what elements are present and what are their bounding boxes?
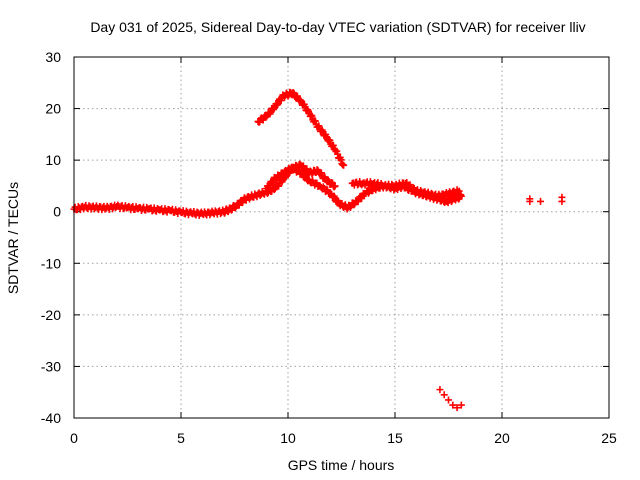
series-3: [263, 160, 339, 193]
series-1: [70, 163, 465, 219]
data-points: [70, 88, 566, 412]
data-point: [453, 404, 461, 412]
data-point: [457, 401, 465, 409]
data-point: [274, 100, 282, 108]
data-point: [277, 96, 285, 104]
y-tick-label: -10: [41, 255, 61, 271]
y-tick-label: 0: [53, 204, 61, 220]
data-point: [331, 182, 339, 190]
series-6: [526, 193, 566, 205]
x-tick-label: 15: [387, 430, 403, 446]
data-point: [307, 111, 315, 119]
data-point: [436, 386, 444, 394]
series-5: [436, 386, 465, 412]
data-point: [329, 141, 337, 149]
y-tick-label: -20: [41, 307, 61, 323]
data-point: [326, 137, 334, 145]
x-tick-label: 25: [601, 430, 617, 446]
data-point: [440, 391, 448, 399]
data-point: [265, 183, 273, 191]
y-tick-label: 30: [45, 49, 61, 65]
y-axis-label: SDTVAR / TECUs: [5, 182, 21, 294]
data-point: [526, 197, 534, 205]
y-tick-label: 20: [45, 101, 61, 117]
plot-frame: [73, 56, 610, 419]
data-point: [269, 106, 277, 114]
data-point: [455, 187, 463, 195]
data-point: [537, 197, 545, 205]
data-point: [308, 170, 316, 178]
x-tick-label: 10: [280, 430, 296, 446]
chart-title: Day 031 of 2025, Sidereal Day-to-day VTE…: [90, 19, 585, 35]
data-point: [337, 156, 345, 164]
y-tick-label: 10: [45, 152, 61, 168]
grid: [74, 57, 609, 418]
x-tick-label: 0: [70, 430, 78, 446]
data-point: [311, 117, 319, 125]
series-4: [348, 178, 463, 201]
data-point: [308, 112, 316, 120]
y-tick-label: -30: [41, 358, 61, 374]
data-point: [340, 161, 348, 169]
x-tick-label: 5: [177, 430, 185, 446]
data-point: [558, 197, 566, 205]
y-tick-label: -40: [41, 410, 61, 426]
data-point: [449, 401, 457, 409]
data-point: [445, 396, 452, 404]
x-tick-label: 20: [494, 430, 510, 446]
data-point: [324, 186, 332, 194]
series-2: [254, 88, 348, 169]
data-point: [330, 183, 338, 191]
ticks: 0 5 10 15 20 25 -40 -30 -20 -10 0 10 20 30: [41, 49, 617, 446]
data-point: [297, 97, 305, 105]
data-point: [457, 192, 465, 200]
data-point: [454, 188, 462, 196]
x-axis-label: GPS time / hours: [288, 457, 395, 473]
